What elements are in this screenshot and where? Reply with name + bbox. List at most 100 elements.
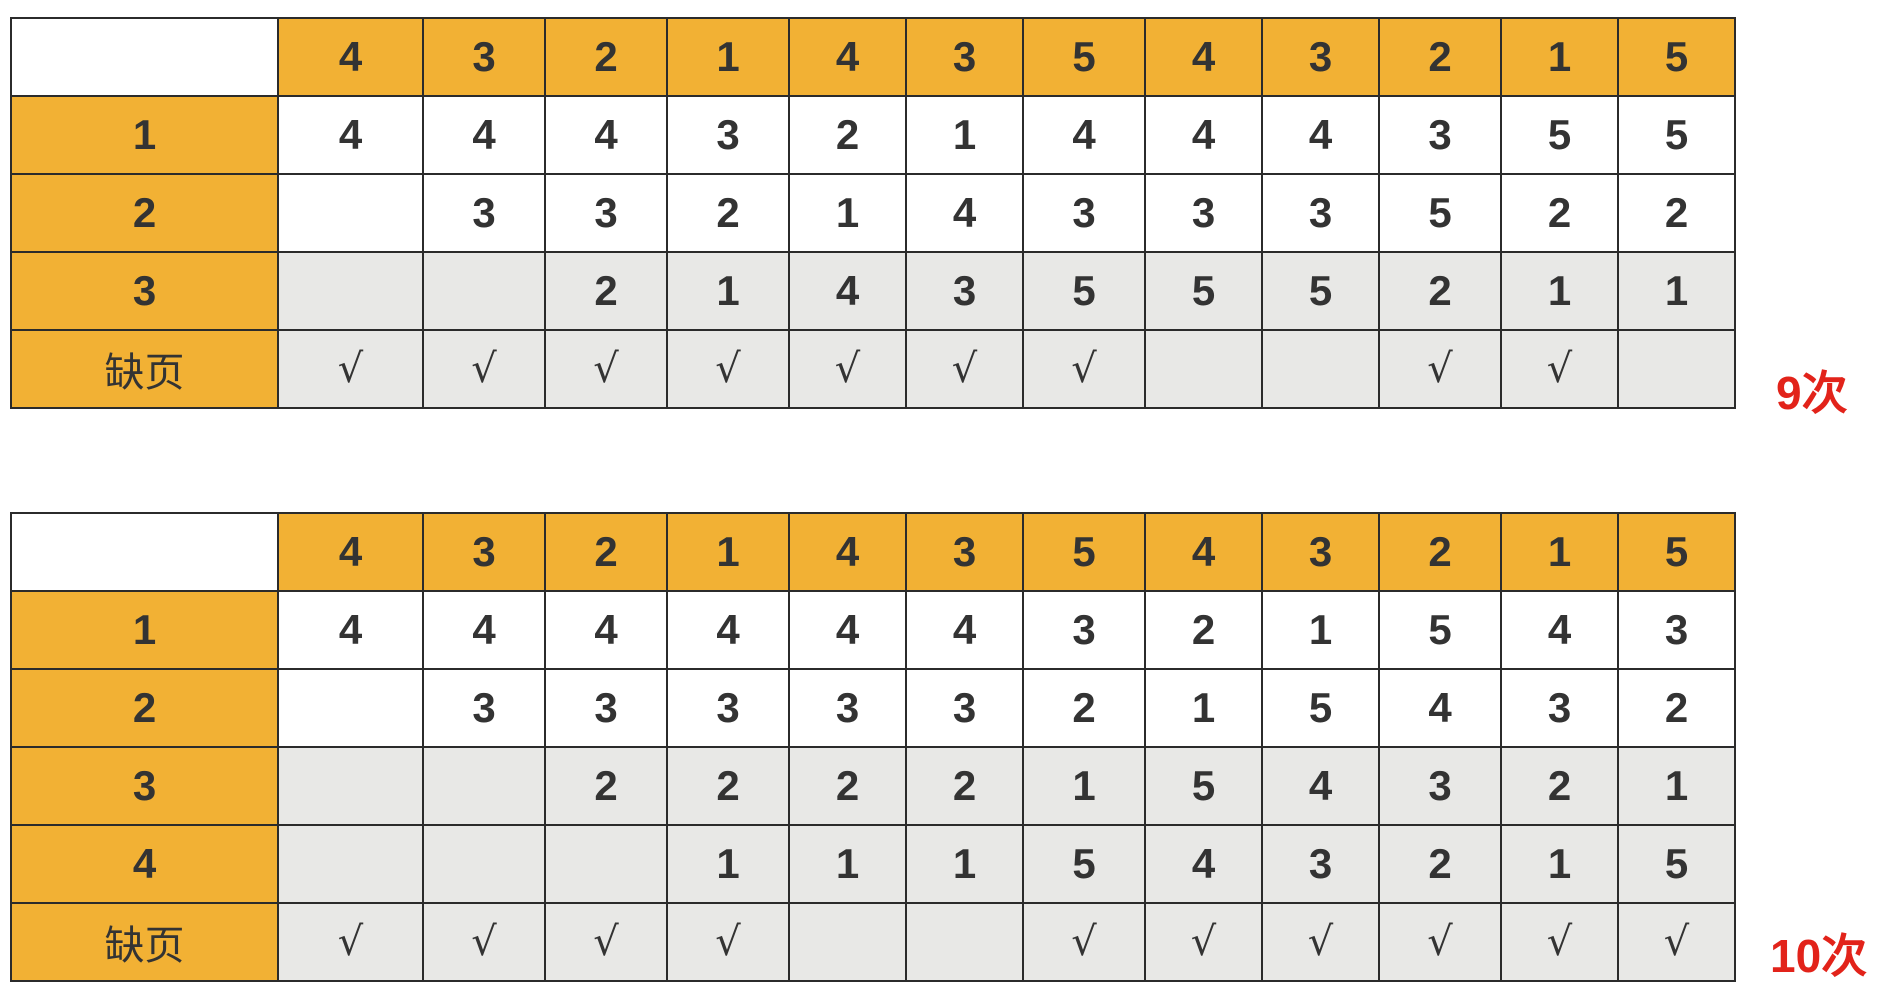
frame-cell: 1 [788,824,907,904]
frame-cell: 1 [905,95,1024,175]
frame-cell: 2 [1022,668,1146,748]
reference-page-cell: 3 [905,17,1024,97]
frame-cell: 5 [1617,824,1736,904]
page-fault-mark: √ [666,329,790,409]
frame-cell: 4 [1022,95,1146,175]
frame-cell: 1 [1617,251,1736,331]
reference-page-cell: 4 [788,512,907,592]
frame-cell: 3 [1261,824,1380,904]
reference-page-cell: 5 [1022,512,1146,592]
frame-cell: 3 [1378,746,1502,826]
frame-cell: 1 [1617,746,1736,826]
page-fault-mark: √ [1378,902,1502,982]
frame-cell: 2 [788,95,907,175]
frame-cell: 3 [544,173,668,253]
page-fault-mark: √ [277,902,424,982]
reference-page-cell: 5 [1022,17,1146,97]
corner-cell [10,512,279,592]
frame-cell: 4 [1500,590,1619,670]
reference-page-cell: 1 [1500,17,1619,97]
page-fault-mark: √ [422,902,546,982]
frame-cell [422,251,546,331]
page-fault-mark: √ [1378,329,1502,409]
frame-cell: 3 [1022,173,1146,253]
frame-cell: 3 [1144,173,1263,253]
frame-cell [277,746,424,826]
page-fault-mark: √ [1500,329,1619,409]
reference-page-cell: 2 [1378,512,1502,592]
page-fault-mark [1261,329,1380,409]
frame-cell: 4 [788,251,907,331]
frame-cell: 3 [422,173,546,253]
frame-cell: 3 [422,668,546,748]
frame-cell: 4 [1261,746,1380,826]
frame-cell: 4 [277,95,424,175]
page-fault-mark: √ [1261,902,1380,982]
frame-cell: 4 [666,590,790,670]
page-fault-row: 缺页 √ √ √ √ √ √ √ √ √ [10,329,1736,409]
reference-page-cell: 4 [277,17,424,97]
frame-cell: 3 [905,251,1024,331]
frame-cell: 1 [666,824,790,904]
frame-cell: 2 [1617,173,1736,253]
frame-cell: 4 [905,590,1024,670]
page-fault-mark: √ [905,329,1024,409]
frame-cell: 3 [666,95,790,175]
frame-cell: 5 [1144,746,1263,826]
reference-page-cell: 3 [422,17,546,97]
frame-cell: 4 [544,590,668,670]
frame-cell: 1 [788,173,907,253]
page-fault-mark: √ [544,329,668,409]
frame-cell: 5 [1378,173,1502,253]
page-fault-label: 缺页 [10,902,279,982]
frame-label: 2 [10,173,279,253]
frame-cell: 5 [1261,251,1380,331]
frame-cell: 2 [666,173,790,253]
frame-cell: 1 [666,251,790,331]
reference-page-cell: 1 [666,17,790,97]
page-fault-mark: √ [666,902,790,982]
page-fault-mark: √ [277,329,424,409]
frame-label: 2 [10,668,279,748]
frame-cell [422,746,546,826]
frame-cell: 3 [1500,668,1619,748]
frame-cell [544,824,668,904]
page-fault-mark: √ [1022,902,1146,982]
reference-page-cell: 1 [666,512,790,592]
reference-page-cell: 2 [544,17,668,97]
frame-cell: 4 [422,95,546,175]
frame-label: 3 [10,251,279,331]
fault-count-total: 10次 [1770,930,1868,982]
page-fault-mark: √ [422,329,546,409]
frame-cell: 1 [1500,251,1619,331]
frame-label: 4 [10,824,279,904]
frame-cell: 1 [1500,824,1619,904]
page-fault-mark: √ [544,902,668,982]
frame-cell: 2 [1500,173,1619,253]
frame-cell: 4 [788,590,907,670]
frame-cell: 2 [1144,590,1263,670]
frame-cell: 3 [788,668,907,748]
reference-page-cell: 4 [277,512,424,592]
page-fault-mark: √ [1022,329,1146,409]
frame-label: 1 [10,95,279,175]
reference-page-cell: 3 [1261,512,1380,592]
frame-cell: 3 [1378,95,1502,175]
page-fault-mark [905,902,1024,982]
frame-cell: 2 [544,251,668,331]
frame-cell [277,251,424,331]
reference-page-cell: 3 [905,512,1024,592]
fault-count-total: 9次 [1776,367,1848,419]
reference-page-cell: 2 [544,512,668,592]
frame-cell [277,173,424,253]
frame-cell: 2 [1617,668,1736,748]
